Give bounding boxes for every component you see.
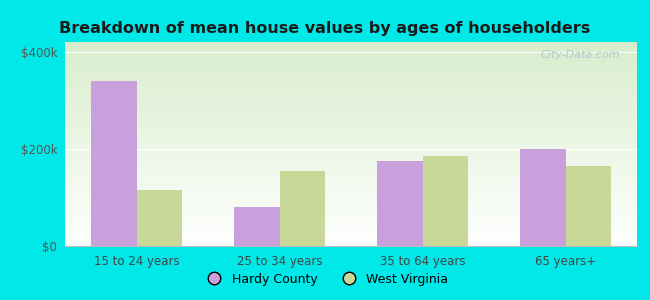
Bar — [422, 156, 468, 246]
Text: City-Data.com: City-Data.com — [540, 50, 620, 60]
Bar — [234, 207, 280, 246]
Text: Breakdown of mean house values by ages of householders: Breakdown of mean house values by ages o… — [59, 21, 591, 36]
Bar — [136, 190, 182, 246]
Bar — [377, 161, 423, 246]
Legend: Hardy County, West Virginia: Hardy County, West Virginia — [197, 268, 453, 291]
Bar — [520, 149, 566, 246]
Bar — [566, 166, 611, 246]
Bar — [91, 81, 136, 246]
Bar — [280, 171, 325, 246]
